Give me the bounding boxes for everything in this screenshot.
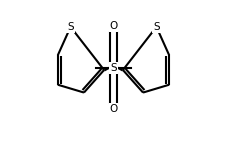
Text: O: O xyxy=(109,104,118,114)
Text: S: S xyxy=(153,22,160,32)
Text: S: S xyxy=(67,22,74,32)
Text: S: S xyxy=(110,63,117,73)
Text: O: O xyxy=(109,21,118,31)
